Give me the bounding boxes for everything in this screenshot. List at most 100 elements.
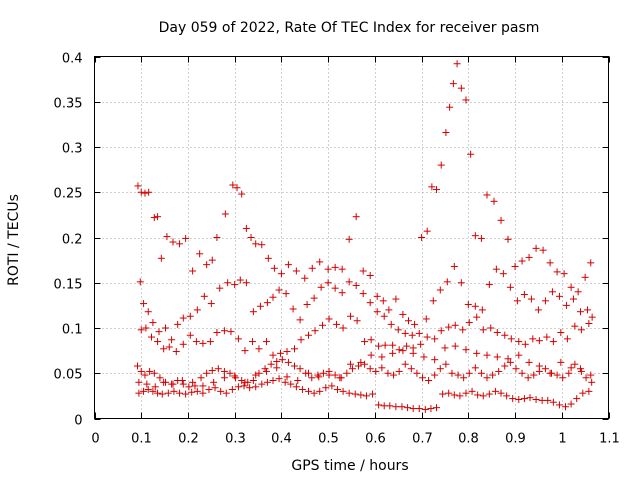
- data-point: [359, 267, 367, 275]
- data-point: [563, 335, 571, 343]
- data-point: [478, 306, 486, 314]
- y-tick-labels: 0 0.05 0.1 0.15 0.2 0.25 0.3 0.35 0.4: [54, 52, 83, 429]
- data-point: [541, 365, 549, 373]
- data-point: [247, 234, 255, 241]
- data-point: [282, 290, 290, 298]
- data-point: [557, 329, 565, 337]
- data-point: [150, 214, 158, 222]
- data-point: [154, 389, 162, 397]
- data-point: [427, 405, 435, 413]
- data-point: [345, 389, 353, 397]
- x-tick-label: 0: [91, 432, 99, 447]
- data-point: [555, 401, 563, 409]
- data-point: [134, 182, 142, 190]
- data-point: [348, 365, 356, 373]
- data-point: [515, 351, 523, 359]
- data-point: [275, 286, 283, 294]
- data-point: [283, 348, 291, 356]
- data-point: [544, 396, 552, 404]
- data-point: [211, 384, 219, 392]
- data-point: [421, 405, 429, 413]
- data-point: [462, 346, 470, 354]
- data-point: [532, 244, 540, 252]
- data-point: [534, 306, 542, 314]
- data-point: [392, 295, 400, 303]
- data-point: [535, 337, 543, 345]
- data-point: [325, 315, 333, 323]
- data-point: [160, 378, 168, 386]
- chart-title: Day 059 of 2022, Rate Of TEC Index for r…: [159, 20, 540, 36]
- data-point: [499, 270, 507, 278]
- data-point: [252, 383, 260, 391]
- data-point: [189, 267, 197, 275]
- data-point: [292, 383, 300, 391]
- y-tick-label: 0.2: [62, 233, 83, 248]
- data-point: [520, 291, 528, 299]
- data-point: [149, 319, 157, 327]
- data-point: [539, 246, 547, 254]
- x-tick-label: 0.2: [178, 432, 199, 447]
- data-point: [386, 402, 394, 410]
- data-point: [192, 338, 200, 346]
- data-point: [437, 327, 445, 335]
- data-point: [381, 341, 389, 349]
- x-tick-labels: 0 0.1 0.2 0.3 0.4 0.5 0.6 0.7 0.8 0.9 1 1.1: [91, 432, 619, 447]
- data-point: [149, 387, 157, 395]
- data-point: [154, 338, 162, 346]
- data-point: [375, 401, 383, 409]
- data-point: [378, 353, 386, 361]
- data-point: [585, 319, 593, 327]
- y-tick-label: 0.15: [54, 278, 83, 293]
- data-point: [269, 351, 277, 359]
- data-point: [264, 254, 272, 262]
- data-point: [186, 312, 194, 320]
- data-point: [182, 234, 190, 242]
- data-point: [451, 342, 459, 350]
- data-point: [587, 371, 595, 379]
- data-point: [258, 380, 266, 388]
- data-point: [559, 374, 567, 382]
- data-point: [242, 224, 250, 232]
- data-point: [242, 279, 250, 287]
- data-point: [193, 387, 201, 395]
- data-point: [163, 233, 171, 241]
- data-point: [269, 293, 277, 301]
- data-point: [390, 371, 398, 379]
- data-point: [157, 254, 165, 262]
- data-point: [164, 389, 172, 397]
- data-point: [520, 395, 528, 403]
- data-point: [401, 329, 409, 337]
- data-point: [232, 374, 240, 382]
- data-point: [165, 343, 173, 351]
- data-point: [154, 213, 162, 221]
- data-point: [316, 387, 324, 395]
- data-point: [231, 372, 239, 380]
- data-point: [315, 373, 323, 381]
- data-point: [567, 400, 575, 408]
- data-point: [394, 326, 402, 334]
- data-point: [206, 338, 214, 346]
- data-point: [387, 320, 395, 328]
- data-point: [262, 338, 270, 346]
- data-point: [296, 316, 304, 324]
- data-point: [208, 367, 216, 375]
- data-point: [422, 315, 430, 323]
- data-point: [234, 383, 242, 391]
- data-point: [477, 234, 485, 242]
- data-point: [465, 369, 473, 377]
- data-point: [442, 360, 450, 368]
- data-point: [460, 374, 468, 382]
- data-point: [174, 320, 182, 328]
- data-point: [425, 376, 433, 384]
- data-point: [503, 392, 511, 400]
- data-point: [429, 297, 437, 305]
- data-point: [352, 213, 360, 221]
- data-point: [319, 321, 327, 329]
- data-point: [355, 362, 363, 370]
- data-point: [457, 279, 465, 287]
- data-point: [404, 404, 412, 412]
- data-point: [546, 259, 554, 267]
- data-point: [301, 274, 309, 282]
- data-point: [162, 324, 170, 332]
- data-point: [305, 369, 313, 377]
